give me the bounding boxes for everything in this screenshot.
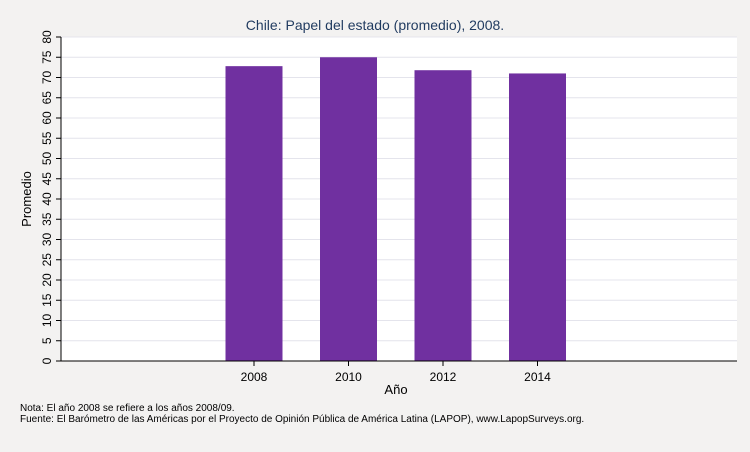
y-tick-label: 60: [40, 111, 54, 125]
y-tick-label: 0: [40, 357, 54, 364]
y-tick-label: 55: [40, 131, 54, 145]
y-axis-title: Promedio: [19, 171, 34, 227]
bar-2010: [320, 57, 377, 361]
bar-2012: [414, 70, 472, 362]
y-tick-label: 75: [40, 50, 54, 64]
bar-2008: [225, 66, 283, 361]
y-tick-label: 80: [40, 30, 54, 44]
y-tick-label: 70: [40, 71, 54, 85]
x-tick-label: 2014: [524, 370, 551, 384]
y-tick-label: 10: [40, 314, 54, 328]
y-tick-label: 35: [40, 212, 54, 226]
y-tick-label: 50: [40, 152, 54, 166]
note-text: Nota: El año 2008 se refiere a los años …: [20, 403, 235, 414]
x-tick-label: 2012: [430, 370, 457, 384]
source-text: Fuente: El Barómetro de las Américas por…: [20, 414, 584, 425]
y-tick-label: 40: [40, 192, 54, 206]
bars: [225, 57, 566, 362]
y-tick-label: 45: [40, 172, 54, 186]
y-tick-label: 15: [40, 293, 54, 307]
x-tick-label: 2010: [335, 370, 362, 384]
y-ticks: 0 5 10 15 20 25 30 35 40 45 50 55 60 65 70 75 80: [40, 30, 61, 364]
x-tick-label: 2008: [241, 370, 268, 384]
grid-lines: [61, 36, 737, 342]
chart-title: Chile: Papel del estado (promedio), 2008…: [246, 17, 504, 33]
y-tick-label: 65: [40, 91, 54, 105]
y-tick-label: 20: [40, 273, 54, 287]
x-axis-title: Año: [384, 382, 407, 397]
y-tick-label: 25: [40, 253, 54, 267]
y-tick-label: 30: [40, 233, 54, 247]
y-tick-label: 5: [40, 337, 54, 344]
x-ticks: 2008 2010 2012 2014: [241, 361, 551, 384]
bar-2014: [509, 73, 566, 361]
